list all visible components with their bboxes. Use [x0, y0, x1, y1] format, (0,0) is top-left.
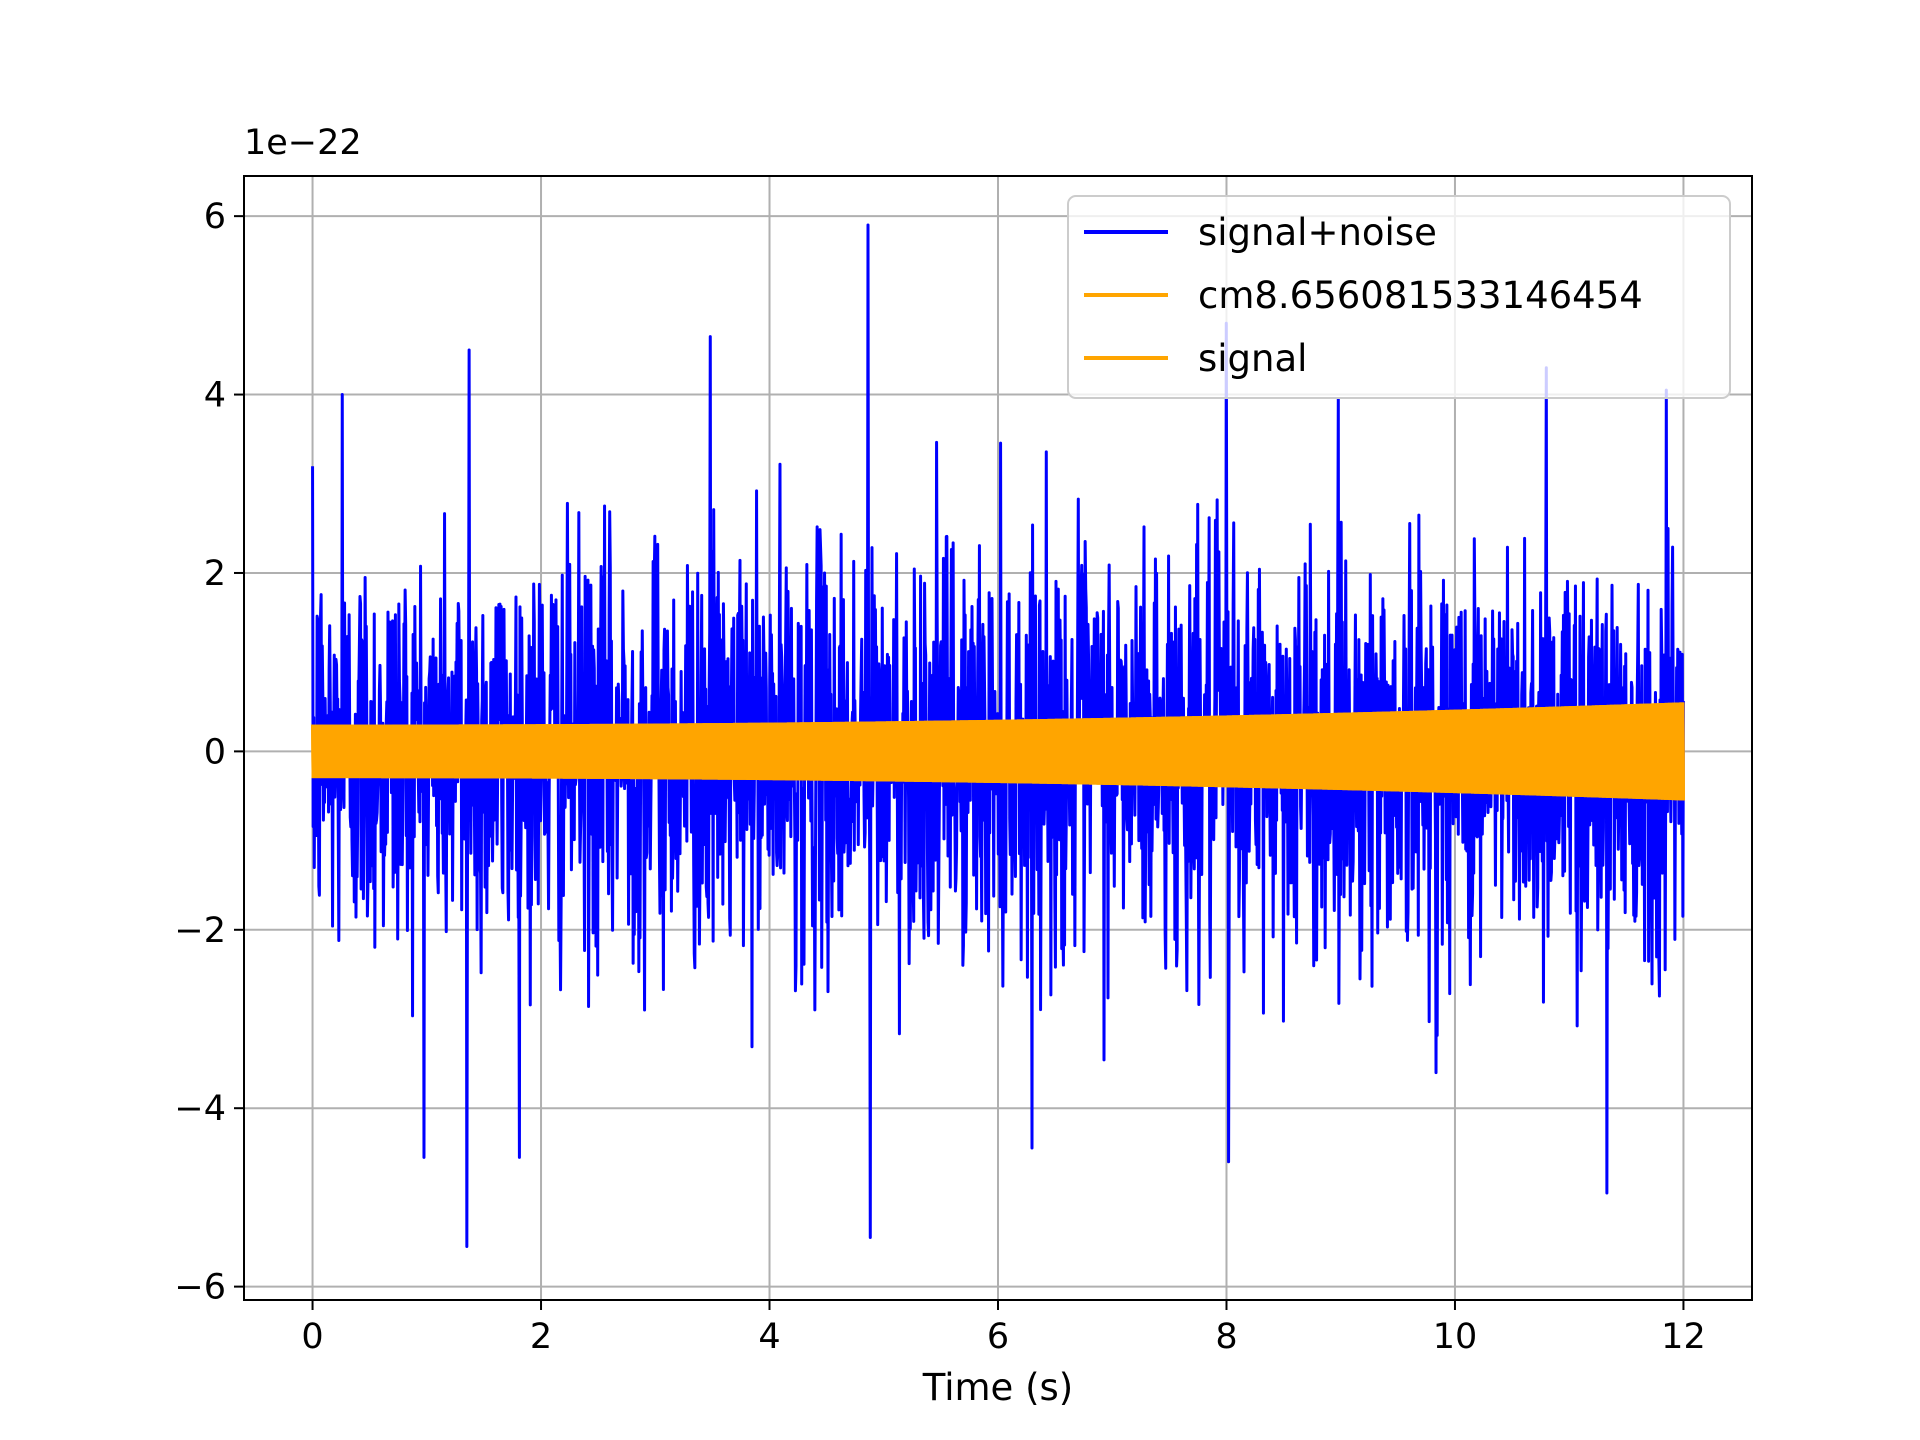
x-tick-label: 6: [987, 1317, 1009, 1357]
x-tick-label: 12: [1661, 1317, 1706, 1357]
y-tick-label: 0: [204, 732, 226, 772]
x-tick-label: 8: [1215, 1317, 1237, 1357]
legend-label: signal+noise: [1198, 211, 1437, 254]
y-tick-label: −4: [174, 1089, 226, 1129]
legend-label: cm8.656081533146454: [1198, 274, 1643, 317]
axis-ticks: 0 2 4 6 8 10 12 −6 −4 −2 0 2 4 6: [174, 197, 1705, 1357]
y-tick-label: −2: [174, 911, 226, 951]
series-line-signal-noise: [311, 223, 1685, 1248]
y-tick-label: 6: [204, 197, 226, 237]
y-offset-label: 1e−22: [244, 123, 362, 163]
x-axis-label: Time (s): [922, 1366, 1073, 1409]
legend-box: [1067, 195, 1731, 399]
x-tick-label: 4: [758, 1317, 780, 1357]
plot-lines: [311, 223, 1685, 1248]
y-tick-label: −6: [174, 1268, 226, 1308]
y-tick-label: 4: [204, 376, 226, 416]
x-tick-label: 10: [1433, 1317, 1478, 1357]
x-tick-label: 2: [530, 1317, 552, 1357]
y-tick-label: 2: [204, 554, 226, 594]
legend-label: signal: [1198, 337, 1307, 380]
legend: signal+noise cm8.656081533146454 signal: [1067, 195, 1731, 399]
x-tick-label: 0: [301, 1317, 323, 1357]
series-line-signal: [311, 702, 1685, 801]
